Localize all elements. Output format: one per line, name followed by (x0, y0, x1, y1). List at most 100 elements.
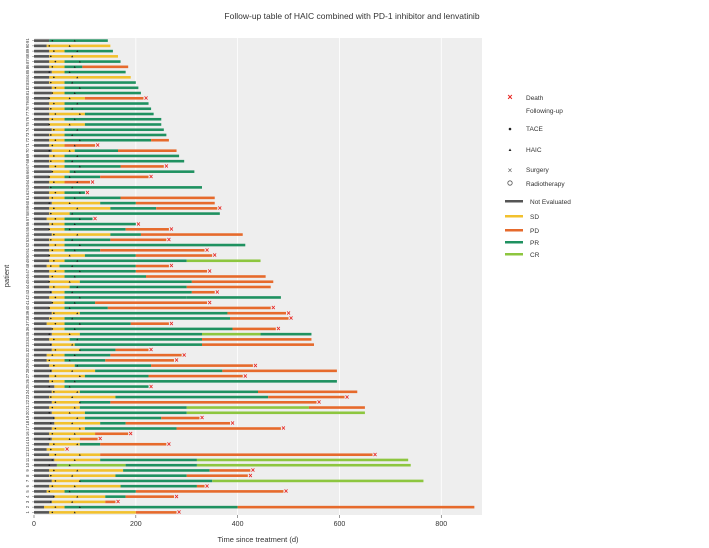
segment-sd (51, 91, 65, 95)
patient-87-bar (34, 60, 121, 63)
y-tick-label-65: 65 (25, 174, 30, 179)
segment-sd (49, 228, 65, 231)
tace-icon (508, 127, 512, 131)
segment-pr (64, 175, 101, 179)
segment-not-evaluated (34, 343, 52, 346)
haic-marker (78, 244, 81, 246)
segment-pd (202, 338, 312, 341)
haic-marker (78, 296, 81, 299)
segment-not-evaluated (34, 322, 47, 325)
patient-80-bar (34, 96, 144, 100)
segment-pr (64, 60, 121, 63)
segment-not-evaluated (34, 390, 52, 394)
segment-pr (79, 401, 111, 404)
y-tick-label-69: 69 (25, 153, 30, 158)
patient-88-bar (34, 55, 118, 58)
patient-49-bar (34, 259, 261, 263)
haic-marker (71, 160, 74, 163)
patient-72-bar (34, 138, 169, 142)
patient-34-bar (34, 338, 312, 341)
patient-81-bar (34, 91, 141, 95)
segment-pr (115, 474, 187, 477)
segment-sd (51, 390, 80, 394)
segment-pr (64, 269, 136, 273)
segment-pr (84, 427, 177, 430)
segment-pr (64, 222, 136, 226)
tace-marker (53, 364, 55, 367)
segment-sd (49, 60, 65, 63)
y-tick-label-83: 83 (25, 80, 30, 85)
patient-60-bar (34, 201, 215, 205)
haic-marker (71, 396, 74, 398)
segment-pd (105, 500, 116, 504)
segment-not-evaluated (34, 180, 50, 184)
segment-pd (308, 406, 365, 409)
y-tick-label-17: 17 (25, 426, 30, 431)
segment-pr (64, 138, 152, 142)
death-marker-25: × (149, 384, 153, 391)
patient-17-bar (34, 427, 281, 430)
segment-cr (202, 332, 261, 336)
haic-marker (76, 181, 79, 184)
segment-pr (64, 228, 126, 231)
haic-marker (73, 196, 76, 199)
patient-28-bar (34, 369, 337, 373)
patient-43-bar (34, 290, 215, 294)
patient-30-bar (34, 359, 174, 362)
haic-marker (68, 228, 71, 231)
segment-not-evaluated (34, 442, 50, 446)
haic-marker (73, 92, 76, 94)
y-tick-label-87: 87 (25, 59, 30, 64)
segment-pd (135, 201, 215, 205)
segment-sd (46, 359, 65, 362)
segment-pr (110, 207, 157, 210)
tace-marker (50, 186, 52, 189)
segment-pd (79, 437, 98, 441)
segment-not-evaluated (34, 238, 50, 242)
segment-pd (100, 453, 373, 457)
patient-10-bar (34, 463, 411, 467)
haic-marker (78, 60, 81, 63)
segment-not-evaluated (34, 233, 52, 236)
segment-not-evaluated (34, 332, 52, 336)
segment-not-evaluated (34, 479, 52, 483)
patient-24-bar (34, 390, 358, 394)
patient-65-bar (34, 175, 149, 179)
tace-marker (51, 66, 54, 68)
segment-not-evaluated (34, 327, 52, 331)
patient-78-bar (34, 107, 152, 111)
segment-pr (64, 259, 187, 263)
segment-sd (49, 269, 65, 273)
tace-marker (54, 165, 57, 168)
haic-marker (78, 401, 81, 404)
segment-not-evaluated (34, 86, 52, 90)
haic-marker (68, 254, 71, 257)
segment-sd (51, 311, 80, 315)
y-tick-label-4: 4 (25, 495, 30, 498)
segment-not-evaluated (34, 60, 50, 63)
segment-pr (64, 196, 121, 200)
segment-sd (49, 107, 65, 111)
tace-marker (50, 501, 52, 503)
radiotherapy-icon (507, 180, 513, 186)
tace-marker (54, 322, 57, 325)
segment-pr (74, 343, 202, 346)
legend-sd: SD (505, 214, 539, 221)
haic-marker (78, 427, 81, 430)
segment-sd (54, 421, 101, 425)
patient-69-bar (34, 154, 180, 158)
legend-following-up-label: Following-up (526, 108, 563, 115)
death-marker-13: × (65, 447, 69, 454)
haic-marker (68, 175, 71, 178)
segment-pr (79, 280, 192, 284)
segment-pr (260, 332, 312, 336)
y-tick-label-5: 5 (25, 490, 30, 493)
segment-pd (95, 301, 208, 305)
tace-marker (51, 432, 54, 435)
y-tick-label-13: 13 (25, 446, 30, 451)
haic-marker (73, 39, 76, 42)
patient-76-bar (34, 117, 162, 121)
death-marker-22: × (317, 400, 321, 407)
patient-6-bar (34, 484, 205, 488)
y-tick-label-20: 20 (25, 410, 30, 415)
